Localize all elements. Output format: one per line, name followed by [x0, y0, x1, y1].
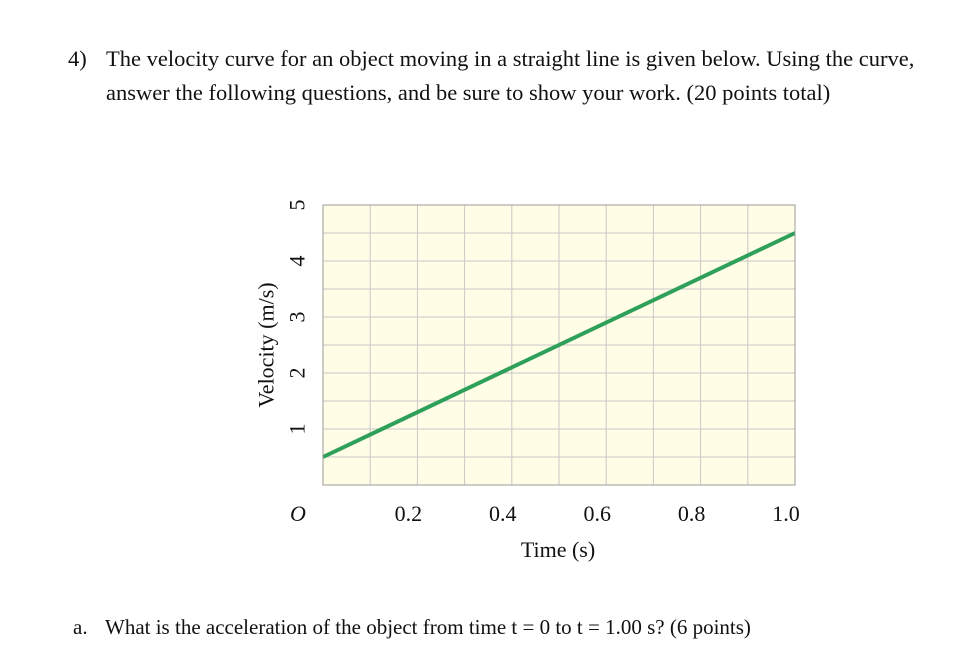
part-a-label: a.: [73, 615, 88, 639]
origin-label: O: [290, 501, 306, 526]
plot-frame: [322, 204, 796, 486]
x-tick-label: 0.6: [583, 501, 611, 526]
question-block: 4) The velocity curve for an object movi…: [68, 42, 958, 110]
question-text: The velocity curve for an object moving …: [106, 46, 915, 105]
part-a-text: What is the acceleration of the object f…: [105, 615, 751, 639]
series-group: [322, 231, 796, 459]
y-tick-label: 3: [285, 312, 310, 323]
x-axis-label: Time (s): [521, 537, 595, 562]
y-tick-label: 1: [285, 424, 310, 435]
grid-lines: [323, 205, 795, 485]
part-a-question: a. What is the acceleration of the object…: [73, 615, 751, 640]
x-tick-label: 0.4: [489, 501, 517, 526]
velocity-line: [322, 231, 796, 459]
y-tick-labels: 1 2 3 4 5: [285, 200, 310, 435]
x-tick-label: 0.2: [395, 501, 423, 526]
x-tick-labels: 0.2 0.4 0.6 0.8 1.0: [395, 501, 800, 526]
question-number: 4): [68, 46, 87, 71]
x-tick-label: 1.0: [772, 501, 800, 526]
y-tick-label: 2: [285, 368, 310, 379]
y-tick-label: 5: [285, 200, 310, 211]
x-tick-label: 0.8: [678, 501, 706, 526]
y-axis-label: Velocity (m/s): [254, 282, 279, 407]
y-tick-label: 4: [285, 256, 310, 267]
